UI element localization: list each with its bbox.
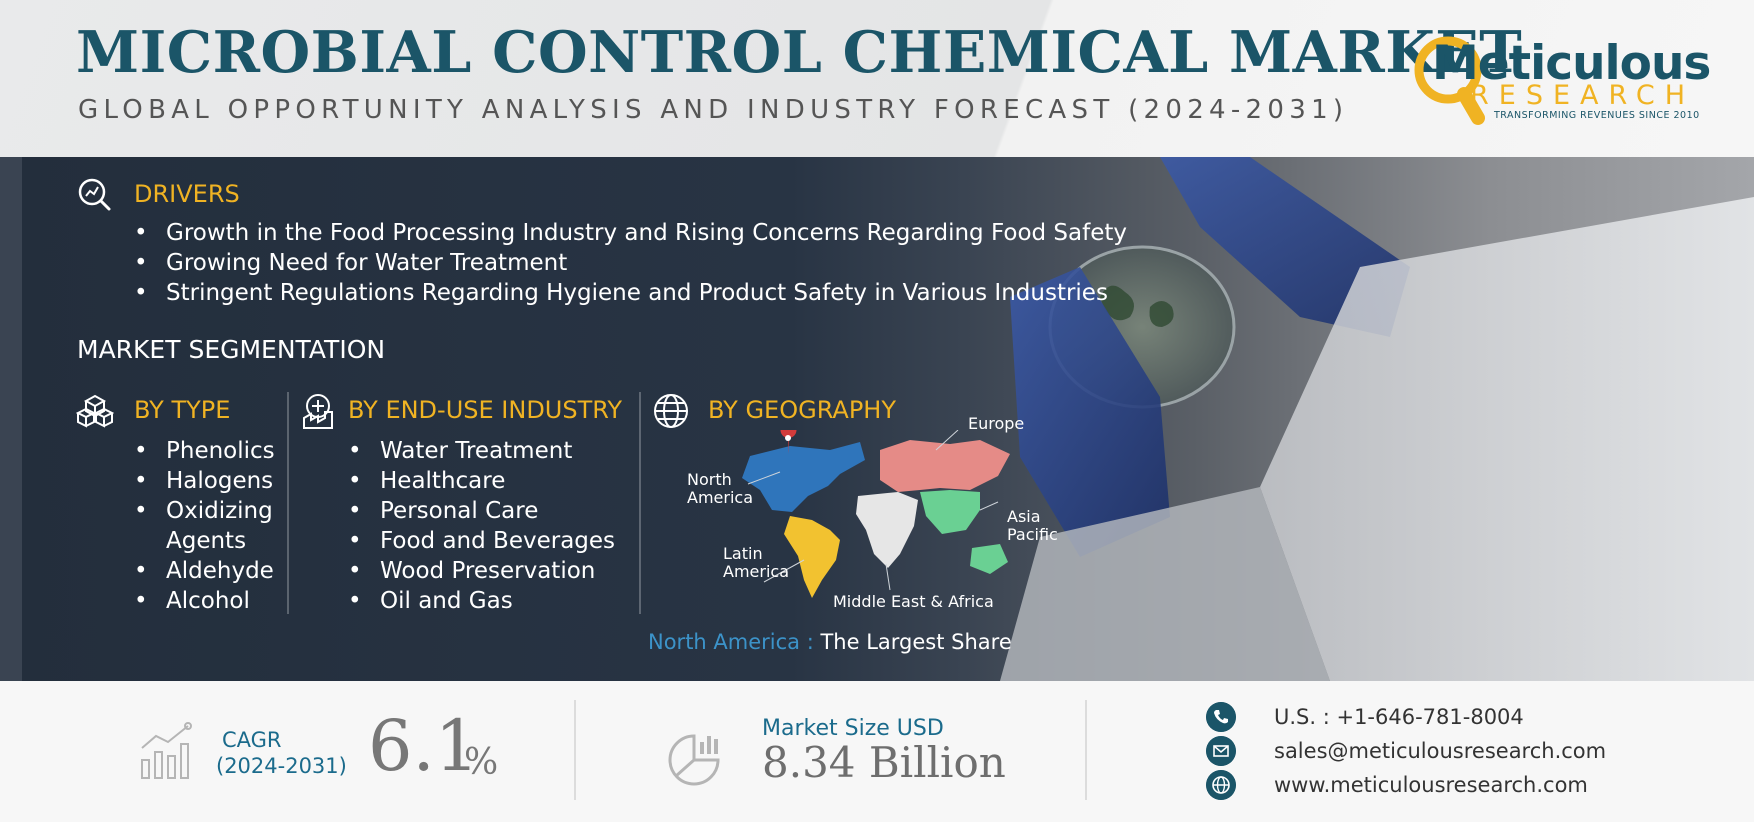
phone-icon	[1206, 702, 1236, 732]
by-type-title: BY TYPE	[134, 396, 231, 424]
list-item: Oil and Gas	[348, 586, 615, 616]
map-label-asia-pacific: Pacific	[1007, 525, 1058, 544]
divider	[574, 700, 576, 800]
map-label-latin-america: America	[723, 562, 789, 581]
list-item-continued: Agents	[166, 528, 247, 554]
band-edge	[0, 157, 22, 681]
list-item: Alcohol	[134, 586, 275, 616]
company-logo: Meticulous RESEARCH TRANSFORMING REVENUE…	[1412, 18, 1712, 138]
list-item: Wood Preservation	[348, 556, 615, 586]
largest-share-note: North America : The Largest Share	[648, 630, 1012, 654]
largest-share-text: The Largest Share	[820, 630, 1012, 654]
cagr-label: CAGR (2024-2031)	[216, 727, 347, 779]
list-item: Personal Care	[348, 496, 615, 526]
email-icon	[1206, 736, 1236, 766]
by-end-use-list: Water Treatment Healthcare Personal Care…	[348, 436, 615, 616]
contact-phone-text[interactable]: U.S. : +1-646-781-8004	[1274, 705, 1524, 729]
list-item: Food and Beverages	[348, 526, 615, 556]
map-label-north-america: North	[687, 470, 732, 489]
cagr-title: CAGR	[222, 728, 282, 752]
end-use-icon	[303, 394, 333, 429]
contact-website-text[interactable]: www.meticulousresearch.com	[1274, 773, 1588, 797]
map-label-latin-america: Latin	[723, 544, 763, 563]
list-item: Healthcare	[348, 466, 615, 496]
drivers-title: DRIVERS	[134, 180, 240, 208]
divider	[287, 392, 289, 614]
list-item: Oxidizing	[134, 496, 275, 526]
map-label-asia-pacific: Asia	[1007, 507, 1041, 526]
world-map	[742, 430, 1010, 598]
drivers-icon	[78, 178, 111, 211]
by-end-use-title: BY END-USE INDUSTRY	[348, 396, 623, 424]
cagr-chart-icon	[141, 722, 192, 779]
globe-icon	[654, 394, 688, 428]
list-item: Growth in the Food Processing Industry a…	[134, 218, 1127, 248]
web-icon	[1206, 770, 1236, 800]
map-label-europe: Europe	[968, 414, 1025, 433]
divider	[639, 392, 641, 614]
list-item: Growing Need for Water Treatment	[134, 248, 1127, 278]
logo-sub: RESEARCH	[1470, 80, 1696, 111]
list-item: Stringent Regulations Regarding Hygiene …	[134, 278, 1127, 308]
divider	[1085, 700, 1087, 800]
page-title: MICROBIAL CONTROL CHEMICAL MARKET	[76, 19, 1523, 86]
header: MICROBIAL CONTROL CHEMICAL MARKET GLOBAL…	[0, 0, 1754, 157]
logo-magnifier-icon	[1414, 36, 1485, 125]
largest-share-region: North America :	[648, 630, 821, 654]
by-geography-title: BY GEOGRAPHY	[708, 396, 896, 424]
list-item: Aldehyde	[134, 556, 275, 586]
by-type-list: Phenolics Halogens Oxidizing Agents Alde…	[134, 436, 275, 616]
market-size-icon	[668, 734, 720, 786]
cagr-unit: %	[464, 742, 499, 783]
map-label-middle-east-africa: Middle East & Africa	[833, 592, 994, 611]
logo-name: Meticulous	[1432, 36, 1711, 91]
footer	[0, 681, 1754, 822]
page-subtitle: GLOBAL OPPORTUNITY ANALYSIS AND INDUSTRY…	[78, 95, 1349, 125]
list-item: Water Treatment	[348, 436, 615, 466]
list-item: Phenolics	[134, 436, 275, 466]
contact-email-text[interactable]: sales@meticulousresearch.com	[1274, 739, 1607, 763]
cagr-period: (2024-2031)	[216, 754, 347, 778]
type-icon	[76, 394, 114, 428]
market-size-value: 8.34 Billion	[762, 738, 1006, 787]
map-label-north-america: America	[687, 488, 753, 507]
segmentation-title: MARKET SEGMENTATION	[77, 335, 386, 364]
logo-tagline: TRANSFORMING REVENUES SINCE 2010	[1494, 110, 1700, 121]
drivers-list: Growth in the Food Processing Industry a…	[134, 218, 1127, 308]
market-size-label: Market Size USD	[762, 716, 944, 741]
list-item: Halogens	[134, 466, 275, 496]
cagr-value: 6.1	[368, 705, 480, 787]
